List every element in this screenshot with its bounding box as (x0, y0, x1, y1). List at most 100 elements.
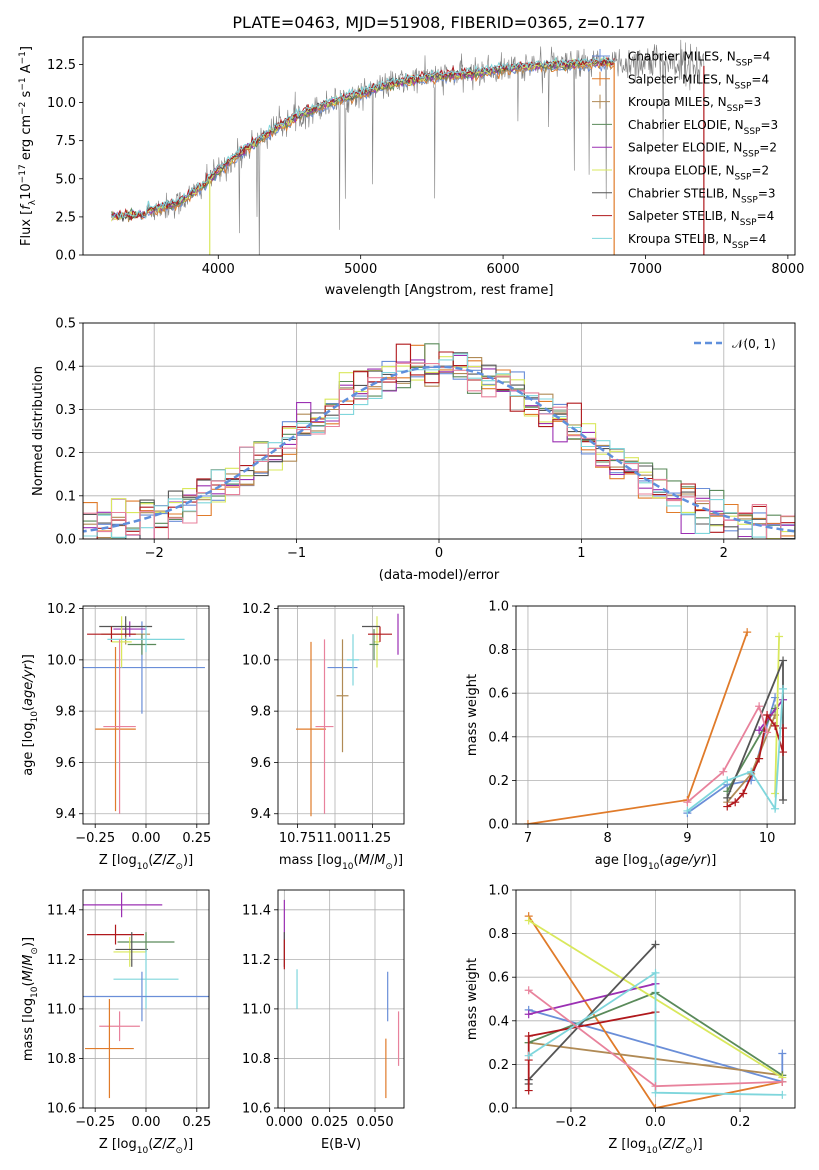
weight-marker (778, 1090, 787, 1099)
y-tick-label: 9.6 (250, 756, 271, 771)
weight-marker (771, 721, 780, 730)
x-tick-label: 6000 (487, 262, 520, 277)
y-tick-label: 1.0 (488, 600, 509, 615)
chart-mass-weight-vs-z: −0.2 0.0 0.2 0.0 0.2 0.4 0.6 0.8 1.0 Z [log10(Z/Z… (465, 884, 796, 1156)
chart-spectrum: 4000 5000 6000 7000 8000 0.0 2.5 5.0 7.5 10.0 12.5… (18, 13, 804, 298)
y-tick-label: 0.6 (488, 971, 509, 986)
y-tick-label: 0.0 (488, 1102, 509, 1117)
y-tick-label: 10.0 (47, 653, 76, 668)
y-tick-label: 11.2 (47, 953, 76, 968)
hist-plot-area (83, 343, 795, 539)
errorbar-point (95, 647, 136, 812)
y-axis-label: mass weight (465, 674, 480, 756)
weight-marker (723, 776, 732, 785)
weight-marker (775, 632, 784, 641)
y-tick-label: 1.0 (488, 884, 509, 899)
errorbar-point (85, 999, 134, 1099)
errorbar-point (113, 937, 146, 967)
y-tick-label: 0.8 (488, 643, 509, 658)
x-tick-label: 2 (720, 546, 728, 561)
y-tick-label: 0.2 (55, 446, 76, 461)
errorbar-point (107, 626, 185, 653)
y-tick-label: 7.5 (55, 134, 76, 149)
y-tick-label: 0.1 (55, 489, 76, 504)
legend-entry: Chabrier STELIB, NSSP=3 (592, 186, 776, 205)
y-tick-label: 9.4 (55, 807, 76, 822)
y-tick-label: 0.4 (55, 360, 76, 375)
weight-marker (779, 684, 788, 693)
age-vs-z-plot-area (83, 616, 205, 814)
chart-residual-hist: −2 −1 0 1 2 0.0 0.1 0.2 0.3 0.4 0.5 (data-model)/er… (31, 317, 796, 583)
x-tick-label: 0.2 (730, 1115, 751, 1130)
y-tick-label: 0.4 (488, 1014, 509, 1029)
x-axis-label: mass [log10(M/M⊙)] (279, 853, 403, 872)
y-axis-label: Flux [fλ10−17 erg cm−2 s−1 A−1] (18, 46, 38, 246)
hist-step-line (83, 360, 795, 539)
y-tick-label: 2.5 (55, 210, 76, 225)
weight-marker (763, 711, 772, 719)
y-tick-label: 9.4 (250, 807, 271, 822)
y-tick-label: 11.0 (47, 1002, 76, 1017)
axes-frame (277, 605, 405, 825)
y-tick-label: 11.4 (242, 903, 271, 918)
weight-marker (651, 940, 660, 949)
weight-marker (731, 798, 740, 807)
legend-entry: Salpeter STELIB, NSSP=4 (592, 209, 774, 228)
x-axis-label: Z [log10(Z/Z⊙)] (99, 1137, 193, 1156)
legend-label: Chabrier MILES, NSSP=4 (628, 50, 770, 69)
weight-marker (651, 968, 660, 977)
weight-marker (755, 754, 764, 763)
legend-label: Chabrier STELIB, NSSP=3 (628, 186, 776, 205)
y-tick-label: 5.0 (55, 172, 76, 187)
legend-label: Salpeter STELIB, NSSP=4 (628, 209, 774, 228)
chart-age-vs-z: −0.25 0.00 0.25 9.4 9.6 9.8 10.0 10.2 Z [log10(Z… (21, 602, 211, 872)
axes-frame (82, 889, 210, 1109)
x-tick-label: 1 (577, 546, 585, 561)
x-tick-label: 0.000 (266, 1115, 303, 1130)
y-tick-label: 9.8 (55, 705, 76, 720)
y-tick-label: 9.8 (250, 705, 271, 720)
y-tick-label: 10.8 (242, 1052, 271, 1067)
x-tick-label: −0.2 (555, 1115, 587, 1130)
errorbar-point (113, 949, 179, 1009)
y-axis-label: mass [log10(M/M⊙)] (21, 937, 40, 1061)
x-axis-label: Z [log10(Z/Z⊙)] (99, 853, 193, 872)
x-tick-label: −0.25 (75, 831, 115, 846)
y-tick-label: 0.3 (55, 403, 76, 418)
weight-series-line (528, 971, 783, 1096)
weight-marker (778, 1077, 787, 1086)
errorbar-point (83, 892, 163, 918)
weight-marker (651, 1082, 660, 1091)
x-tick-label: 7 (524, 831, 532, 846)
x-tick-label: 0.00 (132, 831, 161, 846)
axes-frame (515, 889, 796, 1109)
x-tick-label: 0.025 (311, 1115, 348, 1130)
legend-label: Kroupa STELIB, NSSP=4 (628, 232, 766, 251)
errorbar-point (115, 932, 149, 967)
chart-mass-vs-ebv: 0.000 0.025 0.050 10.6 10.8 11.0 11.2 11.4 E(B-V… (242, 889, 405, 1152)
x-tick-label: 0.25 (182, 831, 211, 846)
weight-marker (683, 806, 692, 815)
x-tick-label: 0.00 (132, 1115, 161, 1130)
weight-marker (739, 789, 748, 798)
weight-marker (755, 726, 764, 735)
y-tick-label: 11.2 (242, 953, 271, 968)
weight-series-line (527, 631, 749, 824)
mass-weight-vs-z-plot-area (524, 912, 787, 1108)
legend-entry: Kroupa ELODIE, NSSP=2 (592, 164, 769, 183)
weight-marker (524, 1086, 533, 1095)
errorbar-point (111, 616, 132, 668)
weight-series-line (527, 915, 783, 1108)
y-tick-label: 11.0 (242, 1002, 271, 1017)
y-tick-label: 0.8 (488, 927, 509, 942)
y-tick-label: 11.4 (47, 903, 76, 918)
weight-marker (524, 1032, 533, 1041)
axes-frame (515, 605, 796, 825)
mass-vs-z-plot-area (83, 892, 209, 1099)
weight-series-line (528, 982, 656, 1016)
legend-label: Chabrier ELODIE, NSSP=3 (628, 118, 778, 137)
x-tick-label: 11.00 (316, 831, 353, 846)
x-tick-label: 8 (604, 831, 612, 846)
model-line-kroupa-stelib (111, 56, 615, 219)
